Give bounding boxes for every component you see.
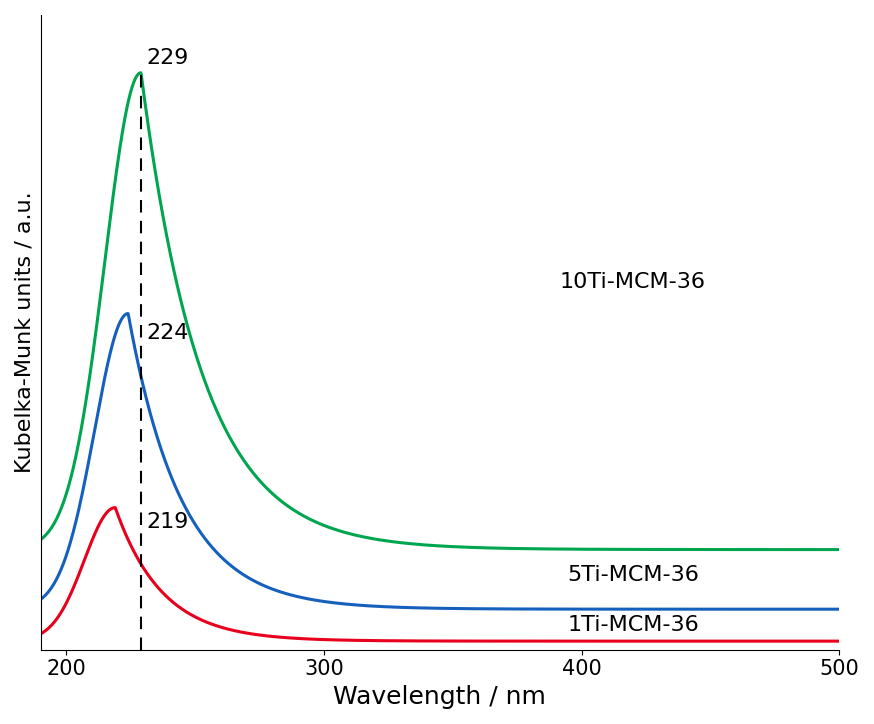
- Text: 224: 224: [146, 323, 189, 343]
- Text: 229: 229: [146, 48, 189, 68]
- Y-axis label: Kubelka-Munk units / a.u.: Kubelka-Munk units / a.u.: [15, 192, 35, 473]
- Text: 1Ti-MCM-36: 1Ti-MCM-36: [567, 615, 699, 635]
- X-axis label: Wavelength / nm: Wavelength / nm: [333, 685, 546, 709]
- Text: 10Ti-MCM-36: 10Ti-MCM-36: [560, 272, 706, 292]
- Text: 219: 219: [146, 513, 189, 532]
- Text: 5Ti-MCM-36: 5Ti-MCM-36: [567, 565, 699, 584]
